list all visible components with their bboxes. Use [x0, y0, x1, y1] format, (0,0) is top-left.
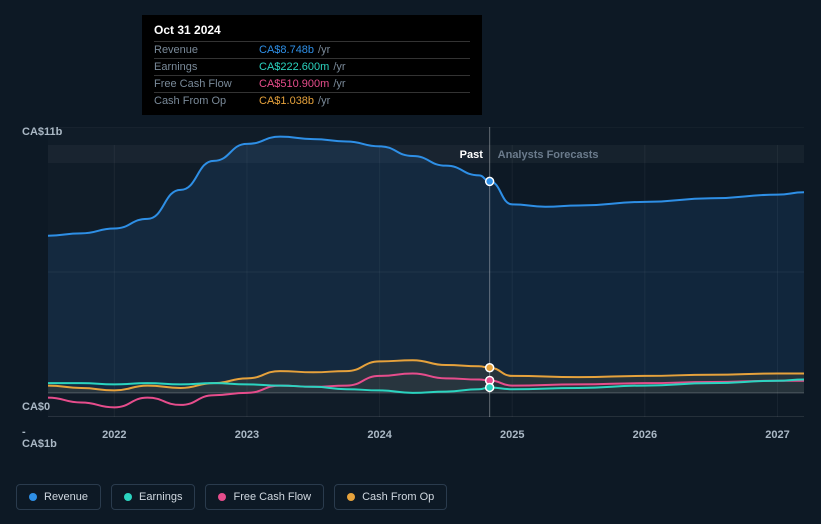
x-axis-label: 2022	[102, 429, 126, 441]
legend-label: Earnings	[139, 491, 182, 503]
chart-svg	[48, 127, 804, 417]
tooltip-row-value: CA$1.038b/yr	[259, 93, 470, 110]
legend-dot-icon	[124, 493, 132, 501]
legend-dot-icon	[218, 493, 226, 501]
x-axis-label: 2024	[367, 429, 391, 441]
chart-tooltip: Oct 31 2024 Revenue CA$8.748b/yrEarnings…	[142, 15, 482, 115]
tooltip-row-value: CA$8.748b/yr	[259, 42, 470, 59]
legend-item[interactable]: Cash From Op	[334, 484, 447, 510]
tooltip-row: Cash From Op CA$1.038b/yr	[154, 93, 470, 110]
y-axis-label-zero: CA$0	[0, 401, 46, 413]
legend-dot-icon	[347, 493, 355, 501]
legend-item[interactable]: Earnings	[111, 484, 195, 510]
tooltip-row-value: CA$510.900m/yr	[259, 76, 470, 93]
y-axis-label-min: -CA$1b	[0, 426, 46, 450]
tooltip-row-label: Cash From Op	[154, 93, 259, 110]
legend-label: Free Cash Flow	[233, 491, 311, 503]
legend-item[interactable]: Free Cash Flow	[205, 484, 324, 510]
legend-label: Revenue	[44, 491, 88, 503]
tooltip-row-label: Earnings	[154, 59, 259, 76]
chart-legend: Revenue Earnings Free Cash Flow Cash From O…	[16, 484, 447, 510]
legend-item[interactable]: Revenue	[16, 484, 101, 510]
section-label-past: Past	[460, 149, 483, 161]
tooltip-row-label: Free Cash Flow	[154, 76, 259, 93]
x-axis-label: 2023	[235, 429, 259, 441]
tooltip-row: Free Cash Flow CA$510.900m/yr	[154, 76, 470, 93]
financials-chart: CA$11b CA$0 -CA$1b Past Analysts Forecas…	[0, 0, 821, 524]
tooltip-row: Earnings CA$222.600m/yr	[154, 59, 470, 76]
x-axis-label: 2026	[633, 429, 657, 441]
y-axis-label-max: CA$11b	[0, 126, 46, 138]
tooltip-row: Revenue CA$8.748b/yr	[154, 42, 470, 59]
plot-area[interactable]	[48, 127, 804, 417]
tooltip-date: Oct 31 2024	[154, 23, 470, 37]
x-axis-label: 2027	[765, 429, 789, 441]
section-label-forecast: Analysts Forecasts	[498, 149, 599, 161]
tooltip-row-label: Revenue	[154, 42, 259, 59]
legend-label: Cash From Op	[362, 491, 434, 503]
tooltip-row-value: CA$222.600m/yr	[259, 59, 470, 76]
legend-dot-icon	[29, 493, 37, 501]
x-axis-label: 2025	[500, 429, 524, 441]
